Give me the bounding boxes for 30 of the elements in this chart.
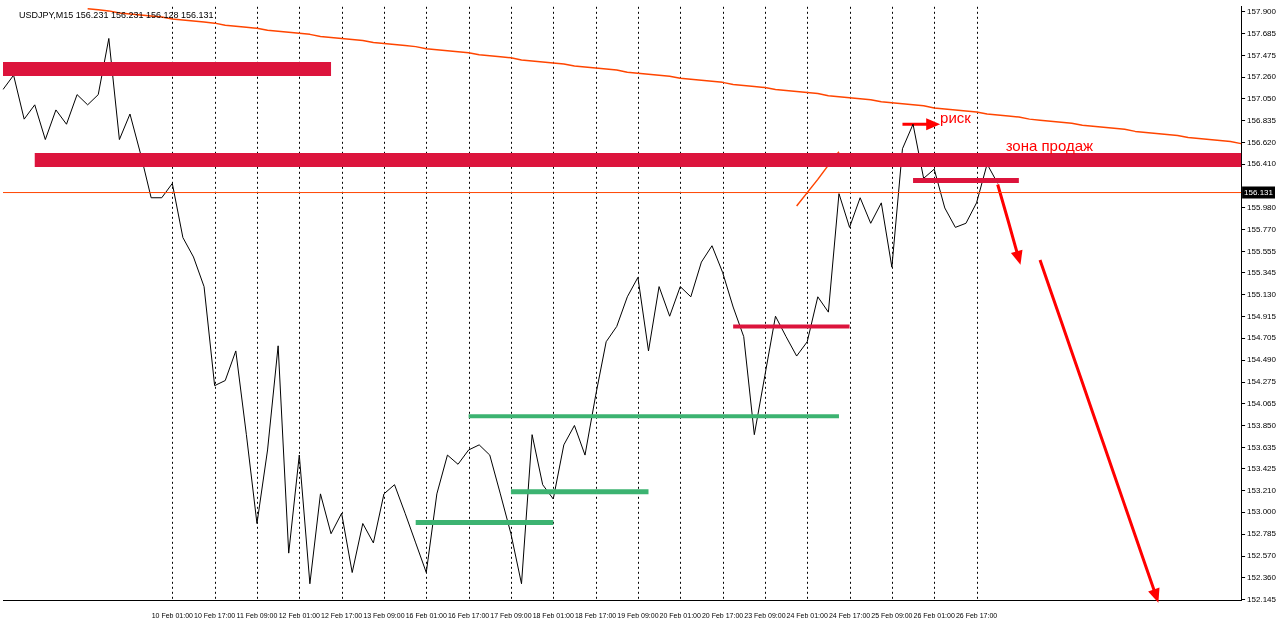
y-tick-label: 152.360: [1247, 572, 1277, 582]
y-tick-label: 153.635: [1247, 442, 1277, 452]
y-tick-label: 156.620: [1247, 137, 1277, 147]
y-tick-label: 157.685: [1247, 29, 1277, 39]
y-tick-label: 154.065: [1247, 398, 1277, 408]
y-tick-label: 153.850: [1247, 420, 1277, 430]
y-tick-label: 155.345: [1247, 268, 1277, 278]
y-tick-label: 154.275: [1247, 377, 1277, 387]
y-tick-label: 157.900: [1247, 7, 1277, 17]
y-tick-label: 155.770: [1247, 224, 1277, 234]
y-tick-label: 153.210: [1247, 486, 1277, 496]
y-tick-label: 157.260: [1247, 72, 1277, 82]
y-tick-label: 156.410: [1247, 159, 1277, 169]
y-tick-label: 155.130: [1247, 289, 1277, 299]
ref-line-label: 156.131: [1244, 187, 1274, 197]
y-tick-label: 155.980: [1247, 203, 1277, 213]
y-tick-label: 155.555: [1247, 246, 1277, 256]
annotation: риск: [940, 108, 972, 126]
y-tick-label: 154.915: [1247, 311, 1277, 321]
y-tick-label: 156.835: [1247, 115, 1277, 125]
y-tick-label: 154.490: [1247, 355, 1277, 365]
y-tick-label: 157.050: [1247, 93, 1277, 103]
annotation: зона продаж: [1005, 137, 1094, 155]
y-tick-label: 152.785: [1247, 529, 1277, 539]
y-tick-label: 157.475: [1247, 50, 1277, 60]
y-tick-label: 154.705: [1247, 333, 1277, 343]
y-tick-label: 153.000: [1247, 507, 1277, 517]
y-tick-label: 152.145: [1247, 594, 1277, 604]
y-tick-label: 152.570: [1247, 551, 1277, 561]
y-tick-label: 153.425: [1247, 464, 1277, 474]
